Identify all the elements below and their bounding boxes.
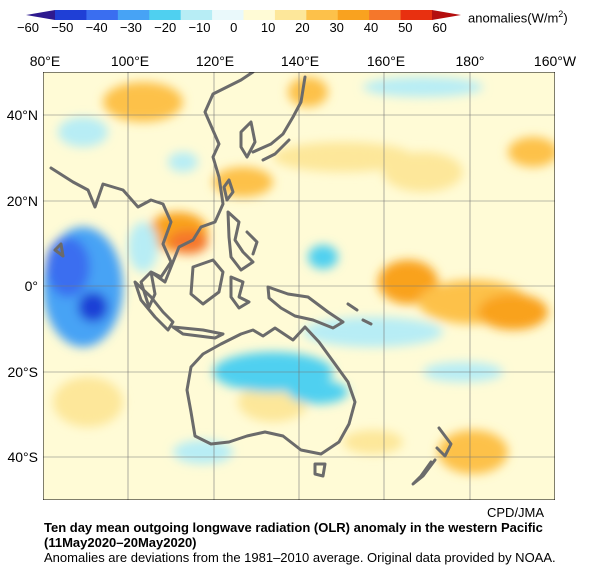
coastline-new-zealand [411,426,453,486]
colorbar-swatch [243,10,276,20]
colorbar-swatch [55,10,87,20]
coastline-taiwan [222,178,235,202]
colorbar-swatch [149,10,182,20]
credit-label: CPD/JMA [487,505,545,520]
colorbar-swatch [337,10,370,20]
colorbar-tick-label: 0 [230,20,238,35]
latitude-label: 0° [24,278,38,294]
longitude-label: 160°E [366,53,406,69]
coastline-tasmania [313,462,327,478]
longitude-label: 100°E [110,53,150,69]
colorbar-tick-label: −20 [154,20,177,35]
map-gridlines [43,72,555,500]
colorbar-tick-label: 50 [398,20,413,35]
olr-anomaly-map [43,72,555,500]
colorbar-swatch [180,10,213,20]
caption-dates: (11May2020–20May2020) [44,535,197,550]
coastline-sri-lanka [53,242,65,258]
colorbar-swatch [369,10,402,20]
caption-note: Anomalies are deviations from the 1981–2… [44,550,556,565]
colorbar-swatch [212,10,244,20]
colorbar-tick-label: −40 [85,20,108,35]
longitude-label: 160°W [533,53,577,69]
coastline-java [171,325,225,340]
coastline-philippines [226,210,259,272]
colorbar [26,10,461,20]
colorbar-tick-label: −30 [119,20,142,35]
longitude-label: 140°E [280,53,320,69]
coastline-korea [239,120,257,159]
colorbar-swatch [274,10,307,20]
longitude-label: 120°E [195,53,235,69]
colorbar-swatch [86,10,119,20]
colorbar-tick-label: 30 [329,20,344,35]
longitude-label: 80°E [29,53,61,69]
latitude-label: 20°S [7,364,38,380]
coastline-australia [185,325,357,456]
coastline-japan [251,75,307,162]
coastline-sumatra [133,280,175,332]
colorbar-tick-label: −10 [188,20,211,35]
coastlines [49,72,453,486]
coastline-new-guinea [266,285,345,330]
colorbar-units-label: anomalies(W/m2) [468,9,568,26]
colorbar-left-arrow [26,10,55,20]
caption-title: Ten day mean outgoing longwave radiation… [44,520,543,535]
colorbar-tick-label: 10 [260,20,276,35]
longitude-label: 180° [455,53,485,69]
latitude-label: 40°S [7,449,38,465]
coastline-solomon-islands [346,302,373,326]
coastline-sulawesi [229,275,251,310]
colorbar-tick-label: 60 [432,20,447,35]
colorbar-tick-label: −60 [16,20,40,35]
colorbar-tick-label: 20 [295,20,310,35]
colorbar-tick-label: 40 [363,20,379,35]
colorbar-tick-label: −50 [51,20,74,35]
colorbar-right-arrow [432,10,461,20]
colorbar-swatch [306,10,339,20]
latitude-label: 20°N [6,193,38,209]
colorbar-swatch [117,10,150,20]
coastline-borneo [189,258,225,306]
anomaly-field [43,77,555,474]
colorbar-swatch [400,10,433,20]
latitude-label: 40°N [6,107,38,123]
